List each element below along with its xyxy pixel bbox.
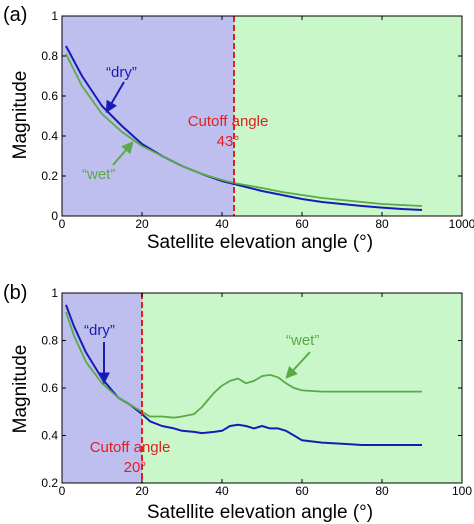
panel-b: 0 20 40 60 80 100 0.2 0.4 0.6 0.8 1 (b) Satellite… [3, 282, 472, 523]
panel-a-y-tick-label: 0.8 [41, 49, 58, 63]
panel-a-x-tick-label: 0 [59, 217, 66, 231]
panel-a-x-ticks: 0 20 40 60 80 1000 [59, 16, 474, 231]
panel-a-region-1 [234, 16, 462, 216]
panel-a-dry-arrow [105, 81, 125, 114]
panel-a-wet-arrow [112, 141, 134, 166]
panel-b-region-1 [142, 293, 462, 483]
panel-a-x-tick-label: 60 [295, 217, 309, 231]
panel-b-label: (b) [3, 282, 27, 304]
panel-b-regions [62, 293, 462, 483]
panel-a-frame [61, 15, 463, 217]
panel-b-y-tick-label: 1 [51, 286, 58, 300]
panel-a-y-tick-label: 0.6 [41, 89, 58, 103]
panel-b-x-tick-label: 20 [135, 484, 149, 498]
panel-a-cutoff-label-line1: Cutoff angle [188, 113, 269, 130]
panel-a: 0 20 40 60 80 1000 0 0.2 0.4 0.6 0.8 1 (a) Satelli… [3, 4, 474, 253]
panel-b-x-ticks: 0 20 40 60 80 100 [59, 293, 472, 498]
panel-b-dry-annotation: “dry” [84, 322, 115, 339]
panel-a-xlabel: Satellite elevation angle (°) [147, 232, 373, 253]
panel-a-cutoff-label-line2: 43° [217, 133, 240, 150]
panel-a-label: (a) [3, 4, 27, 26]
panel-b-wet-annotation: “wet” [286, 332, 319, 349]
panel-a-x-tick-label: 80 [375, 217, 389, 231]
panel-b-y-ticks: 0.2 0.4 0.6 0.8 1 [41, 286, 462, 490]
panel-b-cutoff-label-line1: Cutoff angle [90, 439, 171, 456]
panel-a-x-tick-label: 40 [215, 217, 229, 231]
panel-b-x-tick-label: 80 [375, 484, 389, 498]
panel-b-ylabel: Magnitude [10, 345, 31, 434]
panel-b-x-tick-label: 100 [452, 484, 472, 498]
panel-a-ylabel: Magnitude [10, 71, 31, 160]
panel-b-y-tick-label: 0.8 [41, 334, 58, 348]
panel-b-y-tick-label: 0.6 [41, 381, 58, 395]
panel-b-x-tick-label: 40 [215, 484, 229, 498]
panel-b-xlabel: Satellite elevation angle (°) [147, 502, 373, 523]
panel-b-cutoff-label-line2: 20° [124, 459, 147, 476]
panel-a-x-tick-label: 20 [135, 217, 149, 231]
panel-a-dry-annotation: “dry” [106, 64, 137, 81]
panel-a-y-tick-label: 0.4 [41, 129, 58, 143]
panel-a-y-ticks: 0 0.2 0.4 0.6 0.8 1 [41, 9, 462, 223]
panel-b-series [65, 304, 422, 446]
panel-a-x-tick-label: 1000 [449, 217, 474, 231]
panel-a-y-tick-label: 1 [51, 9, 58, 23]
panel-b-y-tick-label: 0.2 [41, 476, 58, 490]
panel-b-series-wet [65, 311, 422, 419]
panel-a-regions [62, 16, 462, 216]
panel-b-x-tick-label: 0 [59, 484, 66, 498]
panel-a-wet-annotation: “wet” [82, 166, 115, 183]
panel-a-y-tick-label: 0.2 [41, 169, 58, 183]
panel-a-y-tick-label: 0 [51, 209, 58, 223]
panel-b-y-tick-label: 0.4 [41, 429, 58, 443]
panel-b-region-0 [62, 293, 142, 483]
panel-a-region-0 [62, 16, 234, 216]
panel-b-wet-arrow [285, 351, 311, 379]
panel-b-x-tick-label: 60 [295, 484, 309, 498]
